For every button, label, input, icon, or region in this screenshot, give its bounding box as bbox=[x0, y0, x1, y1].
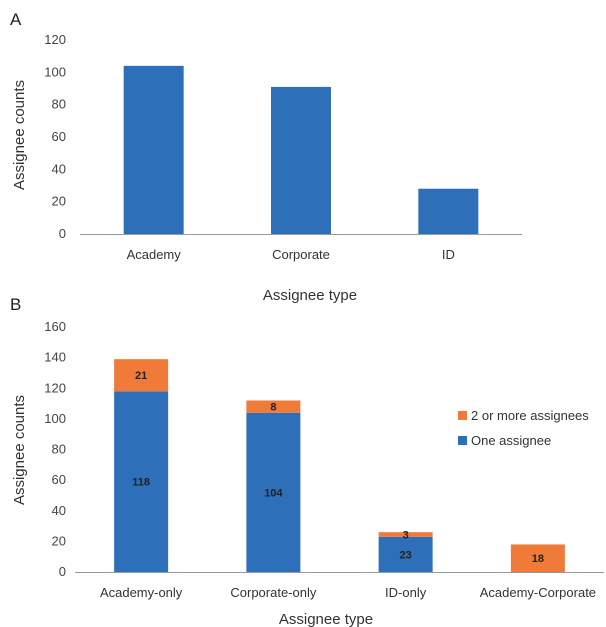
category-labels-a: Academy Corporate ID bbox=[127, 247, 455, 262]
category-label: Corporate-only bbox=[230, 585, 316, 600]
bar-segment bbox=[246, 400, 301, 413]
y-tick-label: 20 bbox=[52, 194, 66, 209]
bar-segment bbox=[510, 544, 565, 572]
legend-swatch bbox=[458, 436, 467, 445]
data-label: 3 bbox=[403, 529, 409, 541]
bar bbox=[418, 188, 479, 234]
y-tick-label: 80 bbox=[52, 97, 66, 112]
panel-label-a: A bbox=[10, 10, 22, 29]
y-axis-title-a: Assignee counts bbox=[11, 80, 28, 190]
legend-swatch bbox=[458, 411, 467, 420]
bars-a bbox=[123, 65, 479, 234]
y-axis-title-b: Assignee counts bbox=[11, 395, 28, 505]
y-tick-labels-b: 0 20 40 60 80 100 120 140 160 bbox=[44, 319, 66, 579]
y-tick-label: 100 bbox=[44, 64, 66, 79]
y-tick-label: 80 bbox=[52, 442, 66, 457]
y-tick-label: 0 bbox=[59, 564, 66, 579]
y-tick-label: 140 bbox=[44, 350, 66, 365]
y-tick-label: 0 bbox=[59, 226, 66, 241]
data-label: 104 bbox=[264, 487, 283, 499]
bars-b: 118 21 104 8 23 3 18 bbox=[114, 359, 565, 572]
category-label: Academy-Corporate bbox=[480, 585, 596, 600]
category-label: ID bbox=[442, 247, 455, 262]
category-label: Corporate bbox=[272, 247, 330, 262]
y-tick-labels-a: 0 20 40 60 80 100 120 bbox=[44, 32, 66, 241]
category-label: ID-only bbox=[385, 585, 427, 600]
legend-b: 2 or more assignees One assignee bbox=[458, 408, 589, 448]
x-axis-title-b: Assignee type bbox=[279, 611, 373, 627]
y-tick-label: 120 bbox=[44, 380, 66, 395]
data-label: 18 bbox=[532, 553, 544, 565]
data-label: 21 bbox=[135, 370, 147, 382]
legend-label: 2 or more assignees bbox=[471, 408, 589, 423]
y-tick-label: 40 bbox=[52, 161, 66, 176]
y-tick-label: 120 bbox=[44, 32, 66, 47]
y-tick-label: 160 bbox=[44, 319, 66, 334]
chart-b: B Assignee counts 020406080100120140160 … bbox=[10, 295, 604, 627]
bar-segment bbox=[246, 412, 301, 572]
bar bbox=[123, 65, 184, 234]
category-label: Academy-only bbox=[100, 585, 183, 600]
y-tick-label: 60 bbox=[52, 129, 66, 144]
y-tick-label: 20 bbox=[52, 533, 66, 548]
data-label: 8 bbox=[270, 402, 276, 414]
bar-segment bbox=[114, 391, 169, 572]
bar-segment bbox=[378, 536, 433, 572]
bar bbox=[271, 86, 331, 234]
category-label: Academy bbox=[127, 247, 182, 262]
bar-segment bbox=[378, 532, 433, 537]
category-labels-b: Academy-only Corporate-only ID-only Academy… bbox=[100, 585, 596, 600]
x-axis-title-a: Assignee type bbox=[263, 287, 357, 304]
y-tick-label: 100 bbox=[44, 411, 66, 426]
panel-label-b: B bbox=[10, 295, 21, 314]
chart-a: A Assignee counts 0 20 40 60 80 100 120 Academ… bbox=[10, 10, 522, 304]
legend-label: One assignee bbox=[471, 433, 551, 448]
y-tick-label: 40 bbox=[52, 503, 66, 518]
data-label: 23 bbox=[400, 549, 412, 561]
y-tick-label: 60 bbox=[52, 472, 66, 487]
data-label: 118 bbox=[132, 477, 150, 489]
bar-segment bbox=[114, 359, 169, 392]
